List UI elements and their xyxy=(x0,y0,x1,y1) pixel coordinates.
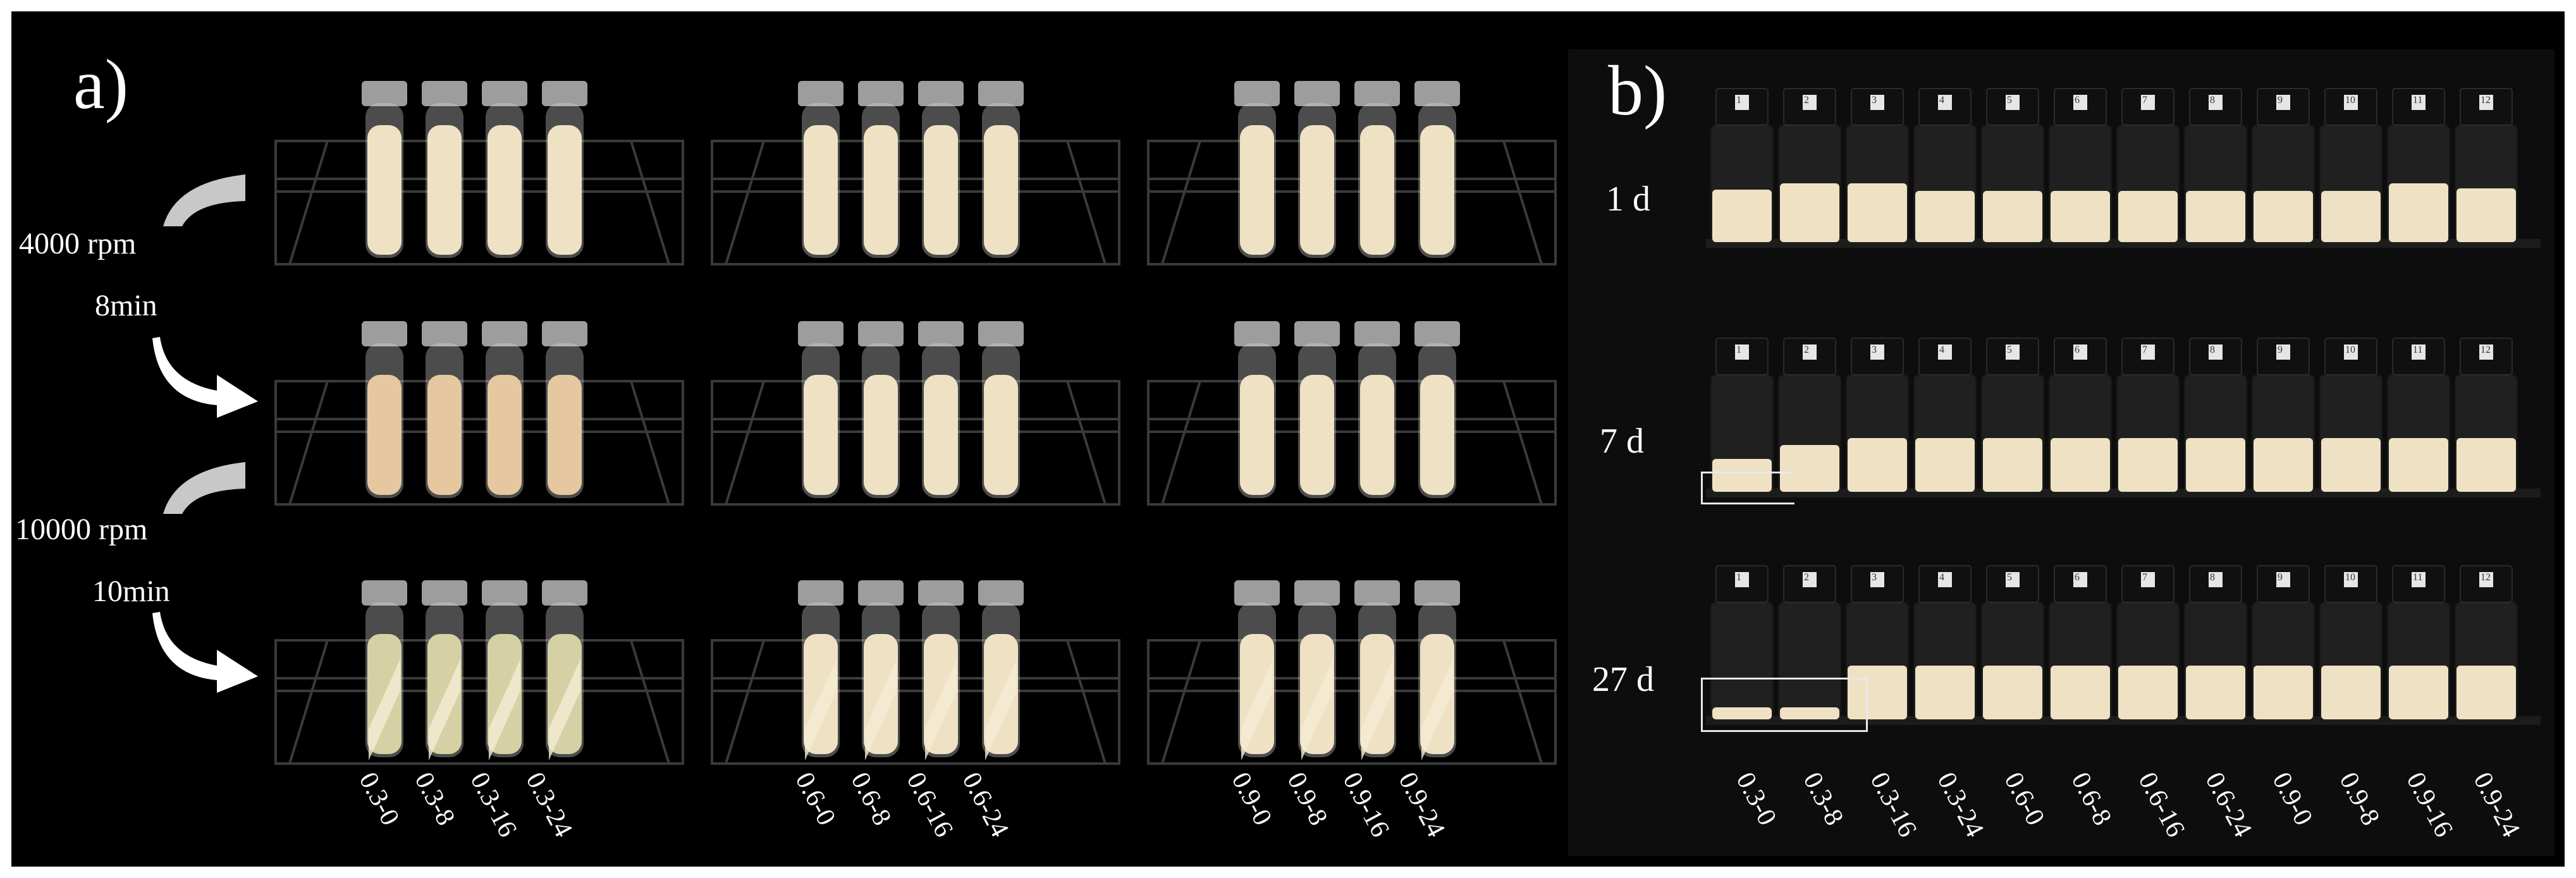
vial-cap-number: 4 xyxy=(1939,344,1944,355)
vial-cap-number: 11 xyxy=(2413,572,2423,583)
vial-cap-number: 1 xyxy=(1736,572,1741,583)
day-label-7d: 7 d xyxy=(1600,422,1644,461)
vial-cap-number: 8 xyxy=(2210,95,2215,106)
vial-cap-number: 8 xyxy=(2210,572,2215,583)
vial-cap-number: 4 xyxy=(1939,95,1944,106)
tube-rack xyxy=(711,81,1120,265)
vial-cap-number: 3 xyxy=(1872,344,1877,355)
vial-cap-number: 6 xyxy=(2075,95,2080,106)
tube-rack xyxy=(1147,81,1557,265)
step2-speed: 10000 rpm xyxy=(15,513,148,546)
day-label-1d: 1 d xyxy=(1606,180,1650,219)
vial-cap-number: 10 xyxy=(2345,95,2355,106)
vial-cap-number: 6 xyxy=(2075,344,2080,355)
vial-cap-number: 4 xyxy=(1939,572,1944,583)
white-curved-arrow-icon xyxy=(152,337,258,418)
vial-cap-number: 8 xyxy=(2210,344,2215,355)
vial-cap-number: 7 xyxy=(2142,95,2147,106)
vial-cap-number: 12 xyxy=(2481,572,2491,583)
vial-cap-number: 5 xyxy=(2007,344,2012,355)
tube-rack xyxy=(274,321,684,506)
vial-cap-number: 12 xyxy=(2481,344,2491,355)
vial-cap-number: 2 xyxy=(1804,95,1809,106)
vial-cap-number: 5 xyxy=(2007,572,2012,583)
vial-cap-number: 2 xyxy=(1804,344,1809,355)
vial-cap-number: 10 xyxy=(2345,572,2355,583)
tube-rack xyxy=(1147,321,1557,506)
white-curved-arrow-icon xyxy=(152,612,258,693)
step1-speed: 4000 rpm xyxy=(19,227,137,260)
vial-cap-number: 2 xyxy=(1804,572,1809,583)
vial-cap-number: 11 xyxy=(2413,95,2423,106)
vial-cap-number: 3 xyxy=(1872,95,1877,106)
highlight-box-27d xyxy=(1701,678,1868,732)
vial-cap-number: 10 xyxy=(2345,344,2355,355)
day-label-27d: 27 d xyxy=(1592,660,1654,699)
tube-rack xyxy=(711,321,1120,506)
panel-a-label: a) xyxy=(73,46,129,124)
vial-cap-number: 9 xyxy=(2278,344,2283,355)
vial-cap-number: 1 xyxy=(1736,95,1741,106)
panel-b-label: b) xyxy=(1608,52,1667,130)
step1-time: 8min xyxy=(95,289,157,322)
figure: a) 4000 rpm 8min 10000 rpm 10min 0.3-0 0.… xyxy=(11,11,2565,867)
vial-cap-number: 9 xyxy=(2278,95,2283,106)
tube-rack xyxy=(274,580,684,765)
tube-rack xyxy=(274,81,684,265)
vial-cap-number: 7 xyxy=(2142,572,2147,583)
vial-cap-number: 7 xyxy=(2142,344,2147,355)
vial-row xyxy=(1706,88,2541,248)
vial-row xyxy=(1706,565,2541,725)
vial-cap-number: 12 xyxy=(2481,95,2491,106)
vial-cap-number: 11 xyxy=(2413,344,2423,355)
vial-cap-number: 9 xyxy=(2278,572,2283,583)
gray-curved-arrow-icon xyxy=(163,174,245,226)
vial-cap-number: 6 xyxy=(2075,572,2080,583)
vial-cap-number: 5 xyxy=(2007,95,2012,106)
tube-rack xyxy=(1147,580,1557,765)
vial-cap-number: 3 xyxy=(1872,572,1877,583)
vial-cap-number: 1 xyxy=(1736,344,1741,355)
tube-rack xyxy=(711,580,1120,765)
highlight-box-7d xyxy=(1701,472,1794,504)
vial-row xyxy=(1706,338,2541,497)
gray-curved-arrow-icon xyxy=(163,462,245,514)
step2-time: 10min xyxy=(92,575,170,608)
